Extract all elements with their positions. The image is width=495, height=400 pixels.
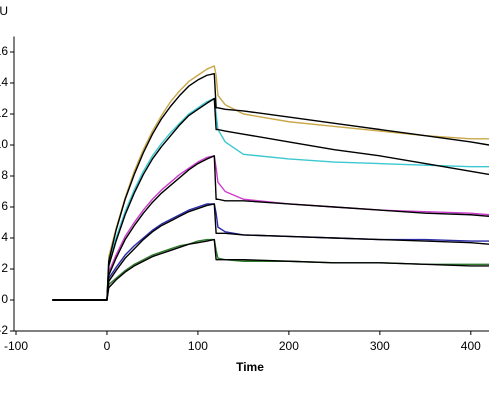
y-tick-label: 6 (1, 199, 8, 213)
series-line (52, 97, 489, 301)
x-axis-label: Time (236, 360, 264, 374)
x-tick-label: 300 (370, 339, 390, 353)
y-tick-label: 16 (0, 44, 8, 58)
y-tick-label: 14 (0, 75, 8, 89)
series-line (52, 238, 489, 301)
x-tick-label: 400 (461, 339, 481, 353)
x-tick-label: 100 (188, 339, 208, 353)
y-tick-label: 10 (0, 137, 8, 151)
y-axis-label: RU (0, 4, 8, 18)
y-tick-label: -2 (0, 323, 8, 337)
series-line (52, 97, 490, 301)
y-tick-label: 4 (1, 230, 8, 244)
series-line (52, 155, 490, 301)
series-line (52, 73, 490, 301)
y-tick-label: 12 (0, 106, 8, 120)
y-tick-label: 8 (1, 168, 8, 182)
x-tick-label: -100 (4, 339, 28, 353)
y-tick-label: 2 (1, 261, 8, 275)
series-line (52, 203, 490, 301)
y-tick-label: 0 (1, 292, 8, 306)
series-line (52, 238, 489, 301)
x-tick-label: 0 (104, 339, 111, 353)
x-tick-label: 200 (279, 339, 299, 353)
